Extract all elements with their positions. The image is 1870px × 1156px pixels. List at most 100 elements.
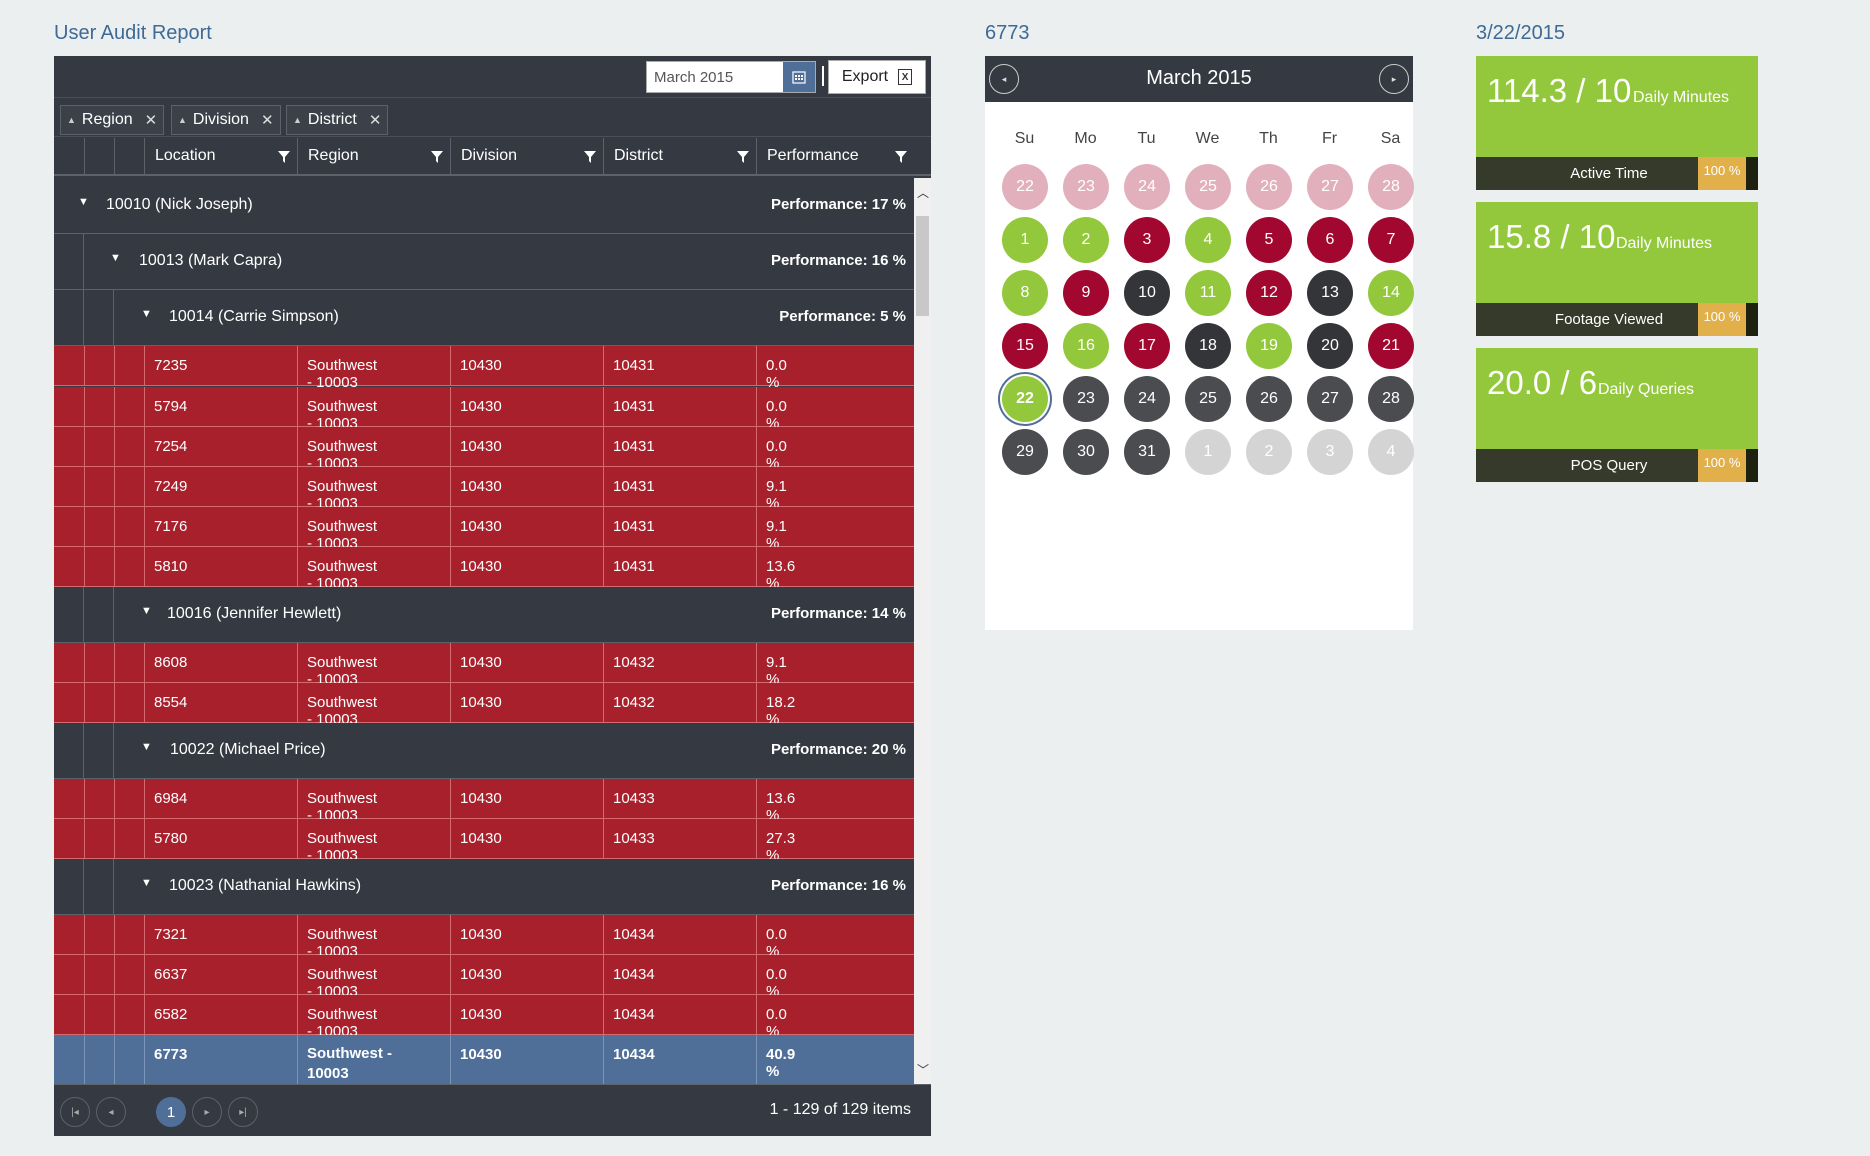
last-page-icon[interactable]: ▸| (228, 1097, 258, 1127)
calendar-day[interactable]: 23 (1063, 376, 1109, 422)
filter-icon[interactable] (430, 150, 444, 164)
vertical-scrollbar[interactable]: ︿ ﹀ (914, 178, 931, 1084)
calendar-day[interactable]: 18 (1185, 323, 1231, 369)
cell-district: 10431 (613, 438, 655, 455)
collapse-icon[interactable]: ▼ (141, 877, 152, 889)
page-button[interactable]: 1 (156, 1097, 186, 1127)
close-icon[interactable]: ✕ (144, 112, 158, 129)
calendar-day[interactable]: 6 (1307, 217, 1353, 263)
group-row[interactable]: ▼ 10022 (Michael Price) Performance: 20 … (54, 723, 914, 779)
calendar-day[interactable]: 1 (1185, 429, 1231, 475)
table-row[interactable]: 7235 Southwest - 10003 10430 10431 0.0 % (54, 346, 914, 391)
calendar-day[interactable]: 26 (1246, 376, 1292, 422)
calendar-day-selected[interactable]: 22 (1002, 376, 1048, 422)
table-row[interactable]: 7249 Southwest - 10003 10430 10431 9.1 % (54, 467, 914, 512)
calendar-day[interactable]: 25 (1185, 376, 1231, 422)
calendar-day[interactable]: 30 (1063, 429, 1109, 475)
calendar-day[interactable]: 31 (1124, 429, 1170, 475)
collapse-icon[interactable]: ▼ (141, 605, 152, 617)
table-row[interactable]: 6637 Southwest - 10003 10430 10434 0.0 % (54, 955, 914, 1000)
next-month-icon[interactable]: ▸ (1379, 64, 1409, 94)
table-row[interactable]: 5780 Southwest - 10003 10430 10433 27.3 … (54, 819, 914, 864)
group-chip-district[interactable]: ▲ District ✕ (286, 105, 389, 135)
calendar-day[interactable]: 29 (1002, 429, 1048, 475)
table-row[interactable]: 5810 Southwest - 10003 10430 10431 13.6 … (54, 547, 914, 592)
scrollbar-thumb[interactable] (916, 216, 929, 316)
export-button[interactable]: Export X (828, 60, 926, 94)
chevron-down-icon[interactable]: ﹀ (917, 1063, 930, 1077)
filter-icon[interactable] (277, 150, 291, 164)
calendar-day[interactable]: 28 (1368, 164, 1414, 210)
calendar-day[interactable]: 3 (1124, 217, 1170, 263)
month-picker[interactable]: March 2015 (646, 61, 816, 93)
table-row[interactable]: 7321 Southwest - 10003 10430 10434 0.0 % (54, 915, 914, 960)
table-row-selected[interactable]: 6773 Southwest - 10003 10430 10434 40.9 … (54, 1035, 914, 1084)
column-header-location[interactable]: Location (144, 138, 297, 176)
table-row[interactable]: 5794 Southwest - 10003 10430 10431 0.0 % (54, 387, 914, 432)
column-header-division[interactable]: Division (450, 138, 603, 176)
table-row[interactable]: 8608 Southwest - 10003 10430 10432 9.1 % (54, 643, 914, 688)
calendar-day[interactable]: 19 (1246, 323, 1292, 369)
column-header-region[interactable]: Region (297, 138, 450, 176)
calendar-day[interactable]: 8 (1002, 270, 1048, 316)
first-page-icon[interactable]: |◂ (60, 1097, 90, 1127)
calendar-day[interactable]: 10 (1124, 270, 1170, 316)
calendar-day[interactable]: 5 (1246, 217, 1292, 263)
calendar-day[interactable]: 27 (1307, 376, 1353, 422)
collapse-icon[interactable]: ▼ (141, 308, 152, 320)
collapse-icon[interactable]: ▼ (78, 196, 89, 208)
calendar-day[interactable]: 3 (1307, 429, 1353, 475)
calendar-day[interactable]: 21 (1368, 323, 1414, 369)
calendar-day[interactable]: 16 (1063, 323, 1109, 369)
next-page-icon[interactable]: ▸ (192, 1097, 222, 1127)
calendar-day[interactable]: 4 (1185, 217, 1231, 263)
close-icon[interactable]: ✕ (368, 112, 382, 129)
table-row[interactable]: 6984 Southwest - 10003 10430 10433 13.6 … (54, 779, 914, 824)
calendar-day[interactable]: 4 (1368, 429, 1414, 475)
group-row[interactable]: ▼ 10023 (Nathanial Hawkins) Performance:… (54, 859, 914, 915)
calendar-day[interactable]: 20 (1307, 323, 1353, 369)
calendar-day[interactable]: 24 (1124, 164, 1170, 210)
group-row[interactable]: ▼ 10014 (Carrie Simpson) Performance: 5 … (54, 290, 914, 346)
group-chip-division[interactable]: ▲ Division ✕ (171, 105, 281, 135)
prev-page-icon[interactable]: ◂ (96, 1097, 126, 1127)
group-row[interactable]: ▼ 10010 (Nick Joseph) Performance: 17 % (54, 178, 914, 234)
calendar-day[interactable]: 12 (1246, 270, 1292, 316)
calendar-day[interactable]: 17 (1124, 323, 1170, 369)
calendar-day[interactable]: 24 (1124, 376, 1170, 422)
calendar-day[interactable]: 23 (1063, 164, 1109, 210)
calendar-day[interactable]: 11 (1185, 270, 1231, 316)
filter-icon[interactable] (894, 150, 908, 164)
calendar-day[interactable]: 13 (1307, 270, 1353, 316)
calendar-day[interactable]: 9 (1063, 270, 1109, 316)
calendar-day[interactable]: 22 (1002, 164, 1048, 210)
calendar-day[interactable]: 2 (1246, 429, 1292, 475)
group-chip-region[interactable]: ▲ Region ✕ (60, 105, 165, 135)
calendar-day[interactable]: 26 (1246, 164, 1292, 210)
calendar-icon[interactable] (783, 62, 815, 92)
filter-icon[interactable] (736, 150, 750, 164)
calendar-day[interactable]: 15 (1002, 323, 1048, 369)
prev-month-icon[interactable]: ◂ (989, 64, 1019, 94)
calendar-day[interactable]: 2 (1063, 217, 1109, 263)
calendar-day[interactable]: 1 (1002, 217, 1048, 263)
calendar-day[interactable]: 14 (1368, 270, 1414, 316)
close-icon[interactable]: ✕ (260, 112, 274, 129)
calendar-day[interactable]: 27 (1307, 164, 1353, 210)
table-row[interactable]: 7176 Southwest - 10003 10430 10431 9.1 % (54, 507, 914, 552)
collapse-icon[interactable]: ▼ (110, 252, 121, 264)
table-row[interactable]: 7254 Southwest - 10003 10430 10431 0.0 % (54, 427, 914, 472)
table-row[interactable]: 6582 Southwest - 10003 10430 10434 0.0 % (54, 995, 914, 1040)
calendar-day[interactable]: 7 (1368, 217, 1414, 263)
table-row[interactable]: 8554 Southwest - 10003 10430 10432 18.2 … (54, 683, 914, 728)
group-row[interactable]: ▼ 10013 (Mark Capra) Performance: 16 % (54, 234, 914, 290)
group-row[interactable]: ▼ 10016 (Jennifer Hewlett) Performance: … (54, 587, 914, 643)
filter-icon[interactable] (583, 150, 597, 164)
calendar-day[interactable]: 25 (1185, 164, 1231, 210)
column-header-district[interactable]: District (603, 138, 756, 176)
calendar-day[interactable]: 28 (1368, 376, 1414, 422)
collapse-icon[interactable]: ▼ (141, 741, 152, 753)
column-header-performance[interactable]: Performance (756, 138, 914, 176)
chevron-up-icon[interactable]: ︿ (917, 186, 930, 200)
calendar-title[interactable]: March 2015 (1146, 67, 1252, 89)
